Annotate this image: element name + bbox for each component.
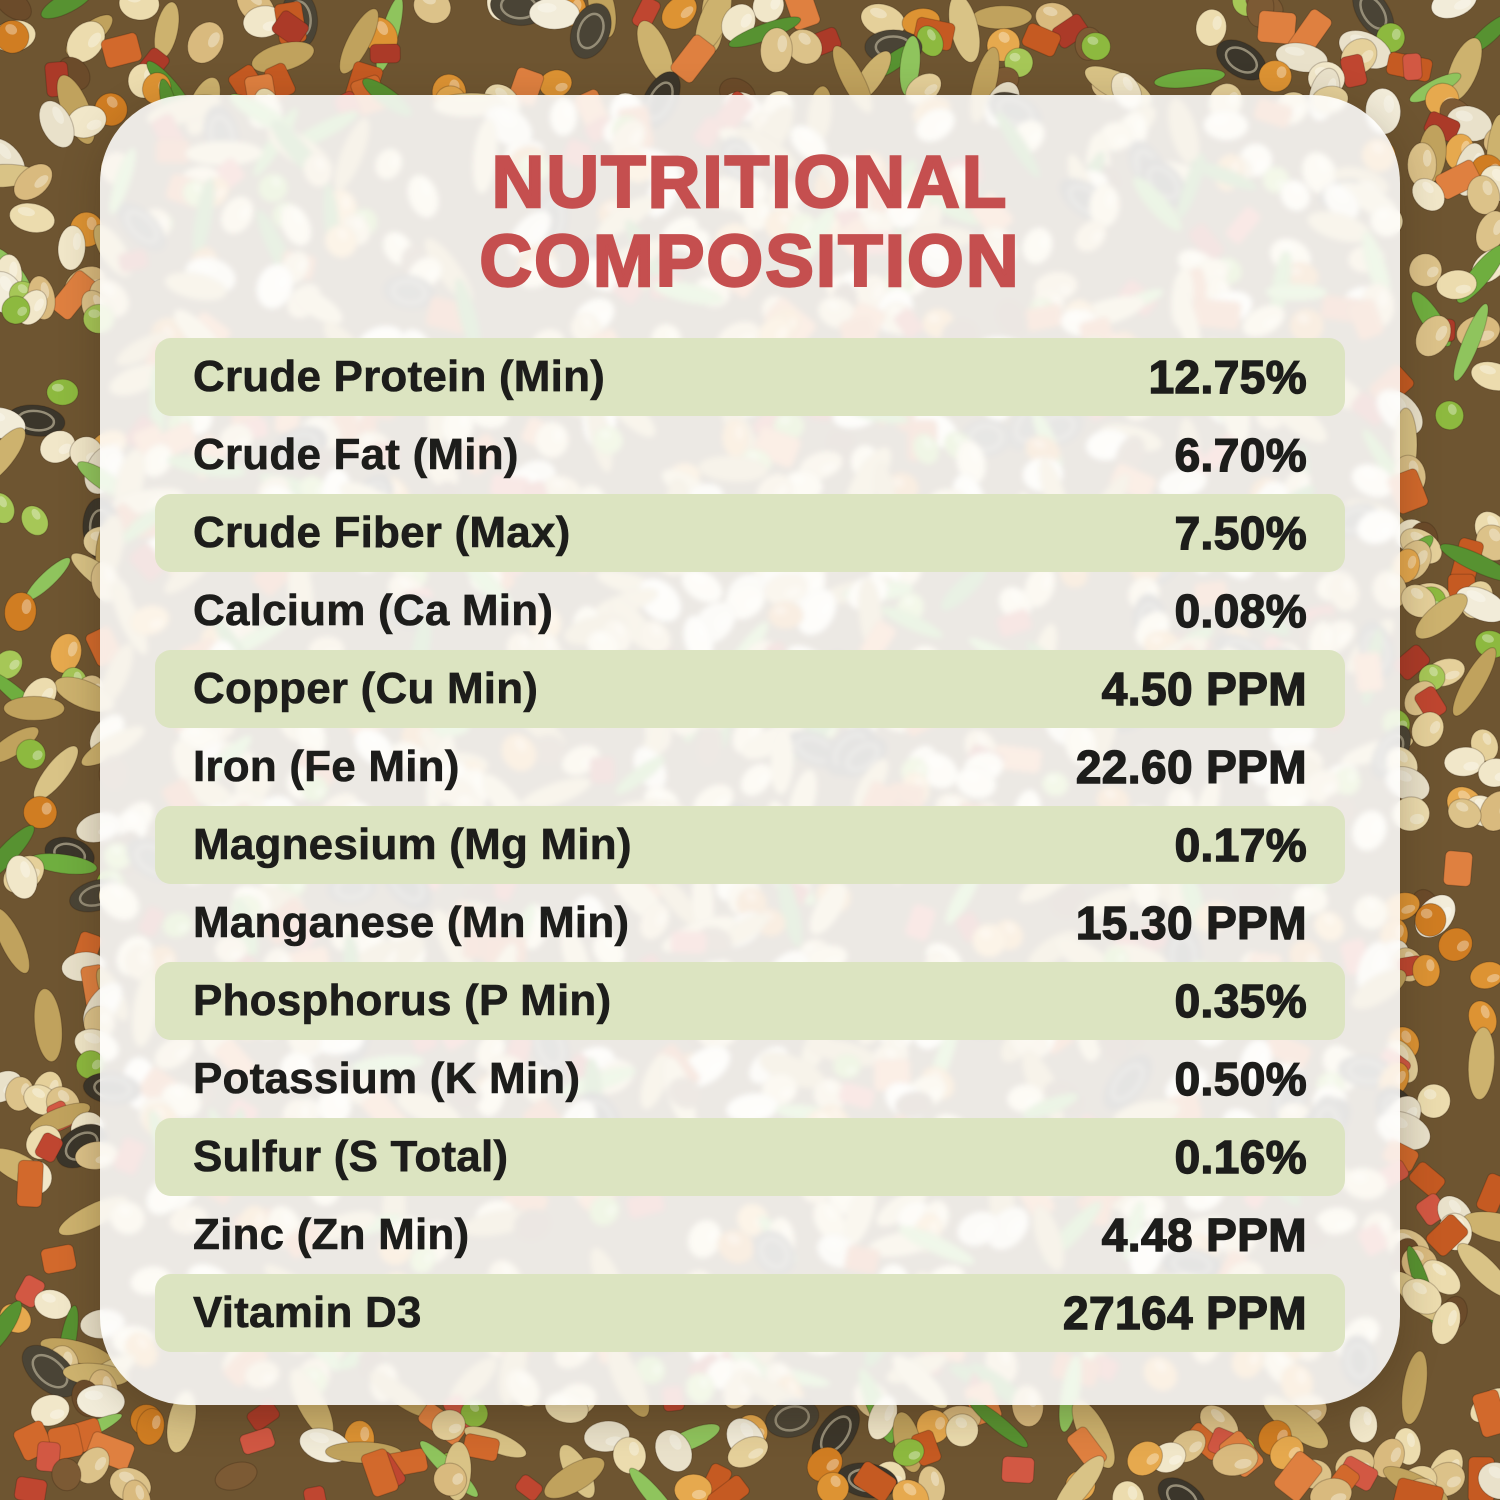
nutrient-value: 15.30 PPM [1075, 896, 1307, 949]
nutrient-label: Sulfur (S Total) [193, 1132, 509, 1182]
nutrient-value: 0.08% [1174, 584, 1307, 637]
nutrient-value: 0.16% [1174, 1130, 1307, 1183]
nutrient-value: 4.50 PPM [1101, 662, 1307, 715]
nutrient-label: Crude Protein (Min) [193, 352, 606, 402]
nutrient-value: 0.35% [1174, 974, 1307, 1027]
nutrition-row: Crude Fat (Min) 6.70% [155, 416, 1345, 494]
nutrition-table: Crude Protein (Min) 12.75% Crude Fat (Min)… [155, 338, 1345, 1352]
nutrition-row: Crude Fiber (Max) 7.50% [155, 494, 1345, 572]
nutrient-value: 4.48 PPM [1101, 1208, 1307, 1261]
nutrition-row: Potassium (K Min) 0.50% [155, 1040, 1345, 1118]
nutrition-row: Sulfur (S Total) 0.16% [155, 1118, 1345, 1196]
nutrition-row: Vitamin D3 27164 PPM [155, 1274, 1345, 1352]
nutrition-row: Iron (Fe Min) 22.60 PPM [155, 728, 1345, 806]
nutrient-value: 12.75% [1148, 350, 1307, 403]
nutrient-value: 6.70% [1174, 428, 1307, 481]
nutrition-row: Manganese (Mn Min) 15.30 PPM [155, 884, 1345, 962]
title-line-1: NUTRITIONAL [490, 142, 1009, 223]
nutrient-value: 0.50% [1174, 1052, 1307, 1105]
title-line-2: COMPOSITION [478, 221, 1021, 302]
nutrient-label: Crude Fiber (Max) [193, 508, 571, 558]
page-title: NUTRITIONAL COMPOSITION [100, 142, 1400, 302]
nutrition-row: Phosphorus (P Min) 0.35% [155, 962, 1345, 1040]
nutrient-label: Potassium (K Min) [193, 1054, 581, 1104]
nutrient-label: Phosphorus (P Min) [193, 976, 612, 1026]
nutrition-row: Copper (Cu Min) 4.50 PPM [155, 650, 1345, 728]
nutrition-row: Crude Protein (Min) 12.75% [155, 338, 1345, 416]
nutrient-label: Manganese (Mn Min) [193, 898, 630, 948]
nutrition-row: Calcium (Ca Min) 0.08% [155, 572, 1345, 650]
nutrient-label: Calcium (Ca Min) [193, 586, 554, 636]
nutrient-label: Crude Fat (Min) [193, 430, 519, 480]
nutrient-value: 7.50% [1174, 506, 1307, 559]
nutrient-label: Zinc (Zn Min) [193, 1210, 470, 1260]
nutrition-row: Magnesium (Mg Min) 0.17% [155, 806, 1345, 884]
nutrient-value: 0.17% [1174, 818, 1307, 871]
nutrient-label: Magnesium (Mg Min) [193, 820, 632, 870]
nutrient-label: Iron (Fe Min) [193, 742, 460, 792]
nutrient-label: Vitamin D3 [193, 1288, 422, 1338]
nutrient-value: 22.60 PPM [1075, 740, 1307, 793]
nutrient-value: 27164 PPM [1062, 1286, 1307, 1339]
nutrition-row: Zinc (Zn Min) 4.48 PPM [155, 1196, 1345, 1274]
nutrition-card: NUTRITIONAL COMPOSITION Crude Protein (M… [100, 95, 1400, 1405]
nutrient-label: Copper (Cu Min) [193, 664, 539, 714]
